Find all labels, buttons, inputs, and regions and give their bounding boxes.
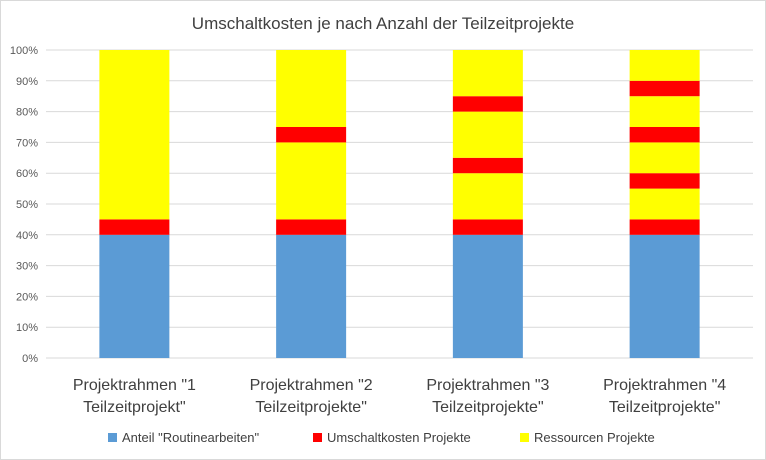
x-category-label: Projektrahmen "4 Teilzeitprojekte" xyxy=(603,377,726,416)
y-tick-label: 10% xyxy=(16,322,38,334)
y-tick-label: 100% xyxy=(10,45,38,57)
y-tick-label: 0% xyxy=(22,353,38,365)
bar-segment xyxy=(276,219,347,235)
legend-swatch xyxy=(313,433,322,442)
y-tick-label: 90% xyxy=(16,76,38,88)
y-axis-ticks: 0% 10% 20% 30% 40% 50% 60% 70% 80% 90% 100% xyxy=(10,45,38,365)
bar-segment xyxy=(629,96,700,127)
x-axis-categories: Projektrahmen "1 Teilzeitprojekt" Projektr… xyxy=(73,377,726,416)
y-tick-label: 40% xyxy=(16,230,38,242)
bar-segment xyxy=(452,219,523,235)
bar-stack xyxy=(99,50,170,358)
bar-segment xyxy=(452,157,523,174)
bar-segment xyxy=(276,234,347,358)
bar-segment xyxy=(629,142,700,174)
legend-swatch xyxy=(108,433,117,442)
legend-label: Ressourcen Projekte xyxy=(534,430,655,445)
legend-item: Umschaltkosten Projekte xyxy=(313,430,471,445)
bar-segment xyxy=(99,234,170,358)
x-category-label: Projektrahmen "2 Teilzeitprojekte" xyxy=(250,377,373,416)
bar-segment xyxy=(629,173,700,189)
legend-item: Ressourcen Projekte xyxy=(520,430,655,445)
bar-stack xyxy=(276,50,347,358)
bars xyxy=(99,50,700,358)
bar-segment xyxy=(452,96,523,112)
y-tick-label: 20% xyxy=(16,291,38,303)
legend-item: Anteil "Routinearbeiten" xyxy=(108,430,260,445)
bar-segment xyxy=(452,50,523,97)
y-tick-label: 50% xyxy=(16,199,38,211)
bar-segment xyxy=(629,234,700,358)
bar-segment xyxy=(276,50,347,127)
y-tick-label: 30% xyxy=(16,261,38,273)
y-tick-label: 80% xyxy=(16,107,38,119)
y-tick-label: 70% xyxy=(16,137,38,149)
bar-stack xyxy=(452,50,523,358)
bar-segment xyxy=(452,111,523,158)
bar-segment xyxy=(276,127,347,143)
bar-segment xyxy=(629,219,700,235)
bar-segment xyxy=(452,173,523,220)
x-category-label: Projektrahmen "1 Teilzeitprojekt" xyxy=(73,377,196,416)
bar-segment xyxy=(629,127,700,143)
bar-segment xyxy=(452,234,523,358)
bar-segment xyxy=(629,188,700,220)
legend-label: Umschaltkosten Projekte xyxy=(327,430,471,445)
bar-segment xyxy=(99,50,170,220)
x-category-label: Projektrahmen "3 Teilzeitprojekte" xyxy=(426,377,549,416)
bar-segment xyxy=(629,80,700,97)
bar-segment xyxy=(629,50,700,81)
y-tick-label: 60% xyxy=(16,168,38,180)
legend-label: Anteil "Routinearbeiten" xyxy=(122,430,260,445)
legend-swatch xyxy=(520,433,529,442)
chart-title: Umschaltkosten je nach Anzahl der Teilze… xyxy=(192,14,574,33)
bar-segment xyxy=(276,142,347,220)
legend: Anteil "Routinearbeiten" Umschaltkosten P… xyxy=(108,430,655,445)
bar-segment xyxy=(99,219,170,235)
bar-stack xyxy=(629,50,700,358)
